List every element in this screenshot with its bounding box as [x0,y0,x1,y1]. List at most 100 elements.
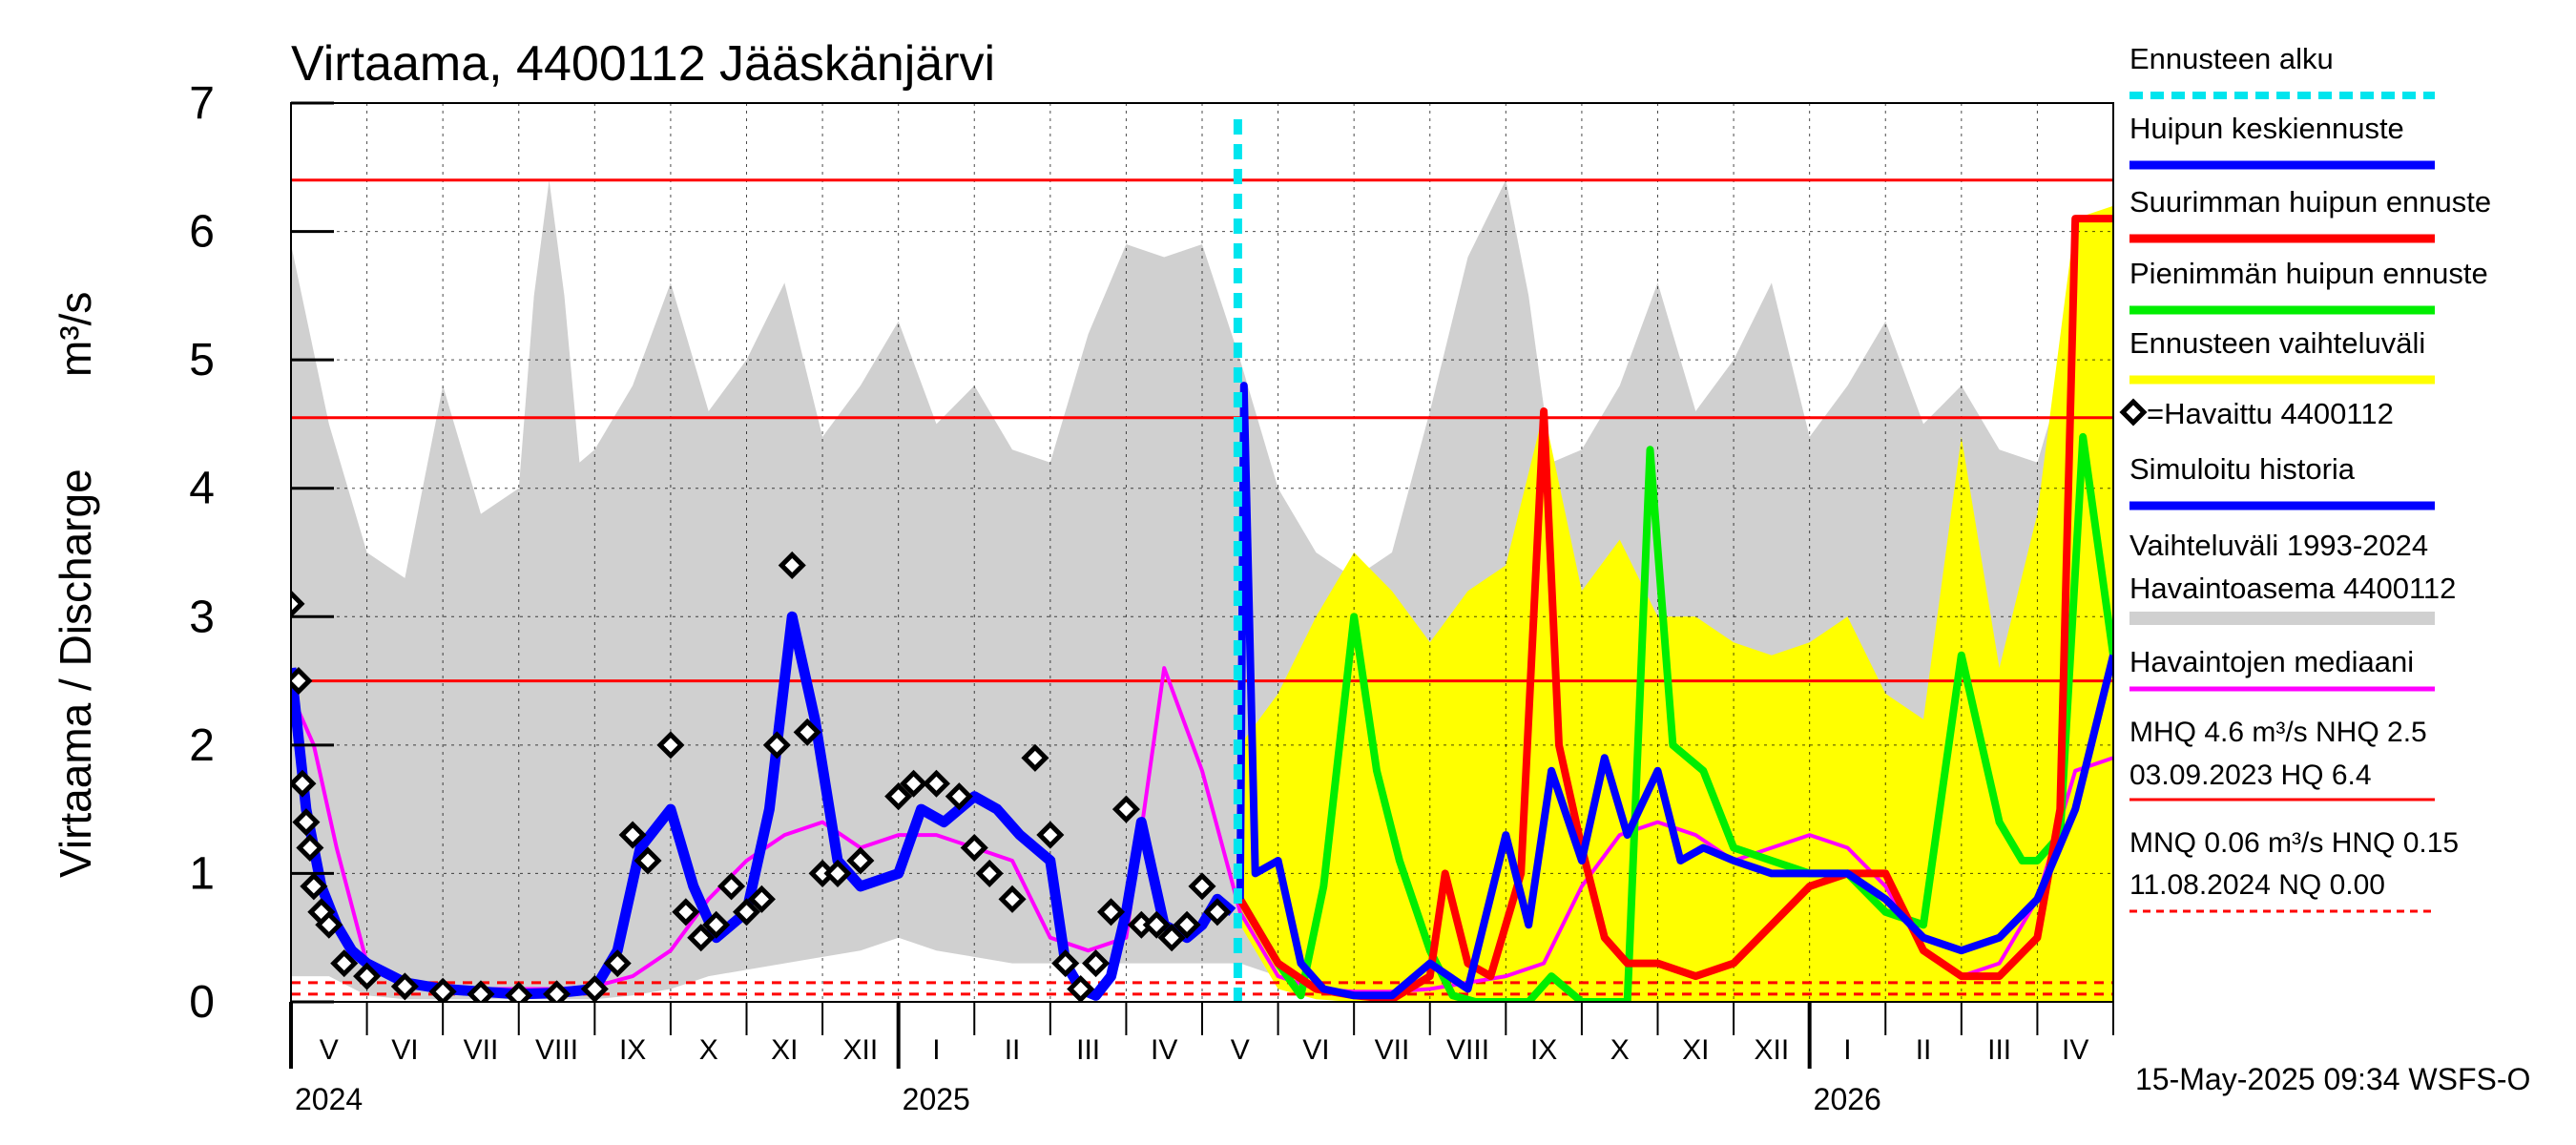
month-label: VIII [1446,1034,1489,1066]
observed-point [960,833,988,863]
observed-point [687,924,716,952]
observed-point [330,949,359,978]
chart-title: Virtaama, 4400112 Jääskänjärvi [291,36,995,92]
observed-point [945,782,973,811]
observed-point [998,885,1027,913]
month-label: X [1610,1034,1630,1066]
legend-havaittu-4400112: =Havaittu 4400112 [2147,397,2394,430]
month-label: V [320,1034,339,1066]
month-label: XI [771,1034,798,1066]
observed-point [618,821,647,849]
observed-point [922,769,950,798]
observed-point [300,872,328,901]
month-label: I [932,1034,940,1066]
stats-mnq-hnq: MNQ 0.06 m³/s HNQ 0.15 [2129,827,2459,859]
observed-point [580,975,609,1002]
legend-havaintojen-mediaani: Havaintojen mediaani [2129,645,2414,678]
year-label: 2025 [903,1082,970,1116]
month-label: VI [391,1034,418,1066]
stats-hq: 03.09.2023 HQ 6.4 [2129,760,2372,791]
month-label: VII [464,1034,499,1066]
month-label: X [699,1034,718,1066]
month-label: IV [1151,1034,1177,1066]
observed-point [778,551,806,579]
observed-point [1096,898,1126,926]
observed-point [603,949,632,978]
year-label: 2024 [295,1082,363,1116]
month-label: II [1005,1034,1021,1066]
observed-point [732,898,761,926]
observed-point [467,980,495,1002]
observed-point [900,769,928,798]
month-label: II [1916,1034,1932,1066]
month-label: XI [1682,1034,1709,1066]
y-tick-label: 5 [189,335,215,385]
y-tick-label: 2 [189,720,215,771]
observed-point [428,977,457,1002]
legend-pienimm-n-huipun-ennuste: Pienimmän huipun ennuste [2129,257,2488,290]
observed-point [1111,795,1140,823]
observed-point [672,898,700,926]
observed-point [315,910,343,939]
observed-point [1036,821,1065,849]
legend-observed-diamond [2119,398,2148,427]
month-label: V [1231,1034,1250,1066]
y-tick-label: 7 [189,78,215,129]
month-label: VIII [535,1034,578,1066]
series-simuloitu-historia [291,611,1236,1001]
observed-point [1082,949,1111,978]
month-label: VI [1302,1034,1329,1066]
month-label: I [1843,1034,1851,1066]
y-tick-label: 3 [189,592,215,642]
y-tick-label: 4 [189,464,215,514]
month-label: IX [1530,1034,1557,1066]
legend-huipun-keskiennuste: Huipun keskiennuste [2129,112,2404,145]
observed-point [1157,924,1186,952]
observed-point [505,981,533,1002]
observed-point [656,731,685,760]
observed-point [296,833,324,863]
month-label: IV [2062,1034,2088,1066]
observed-point [702,910,731,939]
observed-point [975,859,1004,887]
series-pienimm-n-huipun-ennuste [1236,432,2113,1002]
observed-point [884,782,913,811]
year-label: 2026 [1814,1082,1881,1116]
month-label: XII [843,1034,879,1066]
y-tick-label: 1 [189,848,215,899]
y-tick-label: 6 [189,207,215,258]
observed-point [747,885,776,913]
stats-mhq-nhq: MHQ 4.6 m³/s NHQ 2.5 [2129,717,2427,748]
observed-point [1173,910,1201,939]
observed-point [846,846,875,875]
observed-point [762,731,791,760]
observed-point [292,808,321,837]
observed-point [291,769,317,798]
legend-simuloitu-historia: Simuloitu historia [2129,452,2356,486]
observed-point [353,962,382,990]
observed-point [634,846,662,875]
month-label: III [1076,1034,1100,1066]
y-axis-label: Virtaama / Discharge [51,468,100,878]
legend-ennusteen-vaihteluv-li: Ennusteen vaihteluväli [2129,326,2425,360]
observed-point [390,972,419,1001]
observed-point [823,859,852,887]
observed-point [1142,910,1171,939]
plot-area [291,103,2113,1002]
observed-point [793,718,821,746]
footer-timestamp: 15-May-2025 09:34 WSFS-O [2135,1062,2530,1096]
observed-point [1051,949,1080,978]
observed-point [291,590,305,618]
stats-nq: 11.08.2024 NQ 0.00 [2129,869,2385,901]
legend-ennusteen-alku: Ennusteen alku [2129,42,2334,75]
legend-suurimman-huipun-ennuste: Suurimman huipun ennuste [2129,185,2491,219]
band-ennusteen-vaihteluv-li [1239,205,2113,1002]
observed-point [1021,743,1049,772]
y-axis-unit: m³/s [51,292,100,377]
month-label: III [1987,1034,2011,1066]
observed-point [1188,872,1216,901]
month-label: IX [619,1034,646,1066]
month-label: VII [1375,1034,1410,1066]
observed-point [717,872,746,901]
